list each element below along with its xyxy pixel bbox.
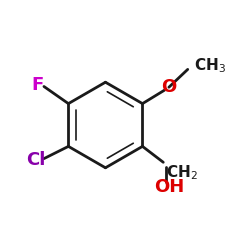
Text: CH$_2$: CH$_2$: [166, 163, 198, 182]
Text: F: F: [32, 76, 44, 94]
Text: CH$_3$: CH$_3$: [194, 56, 226, 75]
Text: Cl: Cl: [26, 151, 46, 169]
Text: OH: OH: [154, 178, 184, 196]
Text: O: O: [161, 78, 176, 96]
